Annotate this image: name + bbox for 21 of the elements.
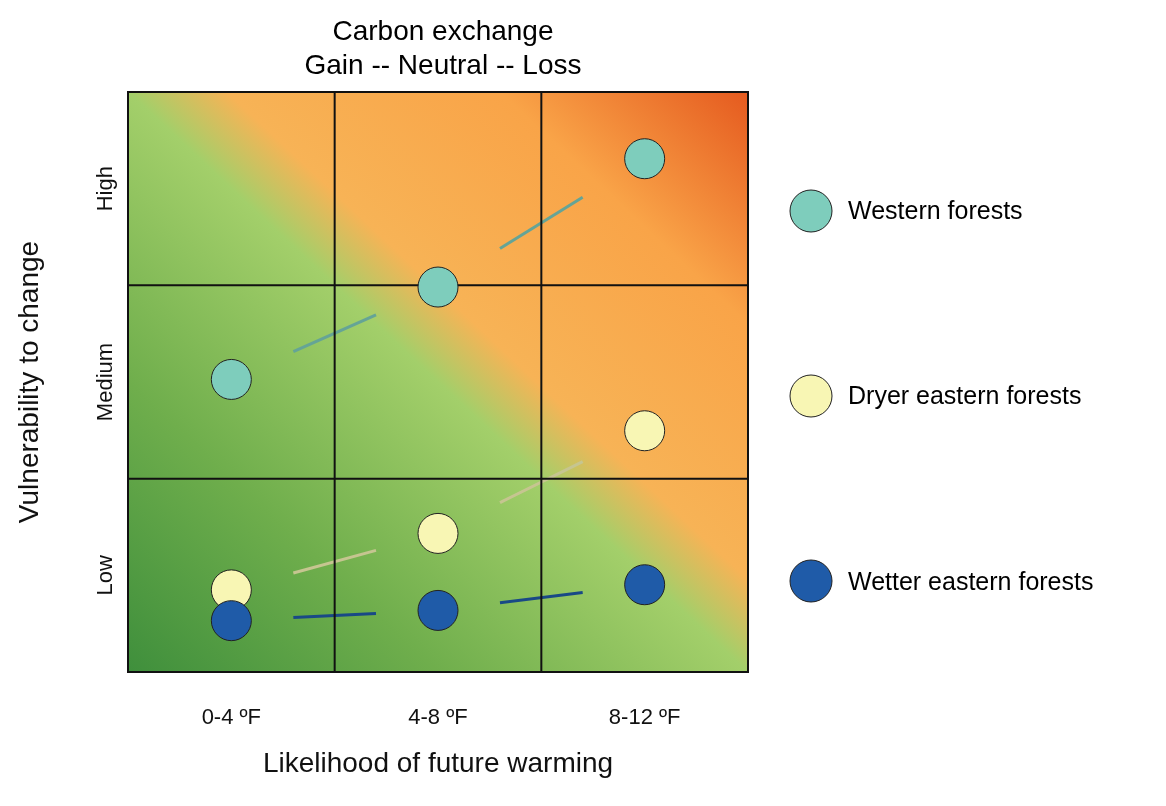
text: Low (92, 555, 117, 596)
x-tick-label: 8-12 ºF (608, 703, 681, 729)
legend-label: Dryer eastern forests (848, 381, 1082, 411)
point (624, 410, 666, 452)
x-tick-label: 4-8 ºF (408, 703, 468, 729)
legend-label: Western forests (848, 196, 1023, 226)
x-tick-label: 0-4 ºF (201, 703, 262, 729)
point (417, 589, 459, 631)
point (417, 266, 459, 308)
point (624, 564, 666, 606)
y-axis-title: Vulnerability to change (12, 240, 44, 524)
point (210, 358, 252, 400)
point (210, 600, 252, 642)
chart-title: Carbon exchange (331, 14, 555, 48)
chart-subtitle: Gain -- Neutral -- Loss (303, 48, 583, 82)
point (624, 138, 666, 180)
text: High (92, 166, 117, 212)
text: Medium (92, 342, 117, 422)
legend-label: Wetter eastern forests (848, 566, 1094, 596)
point (417, 512, 459, 554)
x-axis-title: Likelihood of future warming (262, 747, 614, 778)
